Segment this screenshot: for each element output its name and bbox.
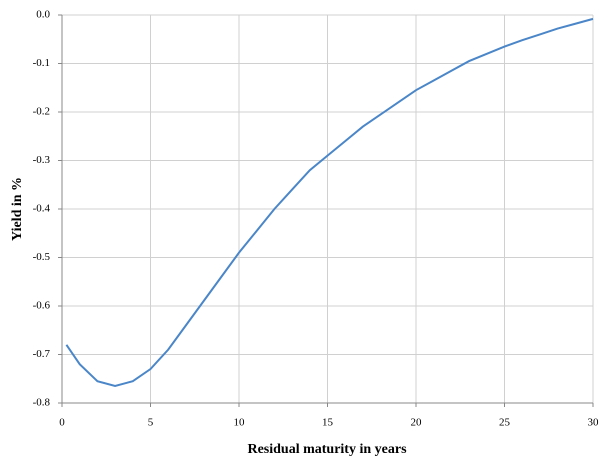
y-axis-title: Yield in % [10, 177, 25, 241]
y-tick-label: -0.8 [33, 397, 51, 409]
y-tick-label: 0.0 [36, 9, 50, 21]
x-tick-label: 0 [59, 417, 65, 429]
x-tick-label: 5 [148, 417, 154, 429]
data-line [65, 17, 594, 388]
x-axis-title: Residual maturity in years [247, 442, 407, 457]
y-tick-label: -0.3 [33, 154, 51, 166]
x-tick-label: 25 [499, 417, 511, 429]
x-tick-label: 30 [588, 417, 600, 429]
y-tick-label: -0.2 [33, 106, 50, 118]
x-tick-label: 15 [322, 417, 334, 429]
y-tick-label: -0.1 [33, 57, 50, 69]
x-tick-label: 20 [411, 417, 423, 429]
y-tick-label: -0.6 [33, 300, 51, 312]
y-tick-label: -0.5 [33, 251, 51, 263]
y-tick-label: -0.7 [33, 348, 51, 360]
x-tick-label: 10 [234, 417, 246, 429]
y-tick-label: -0.4 [33, 203, 51, 215]
